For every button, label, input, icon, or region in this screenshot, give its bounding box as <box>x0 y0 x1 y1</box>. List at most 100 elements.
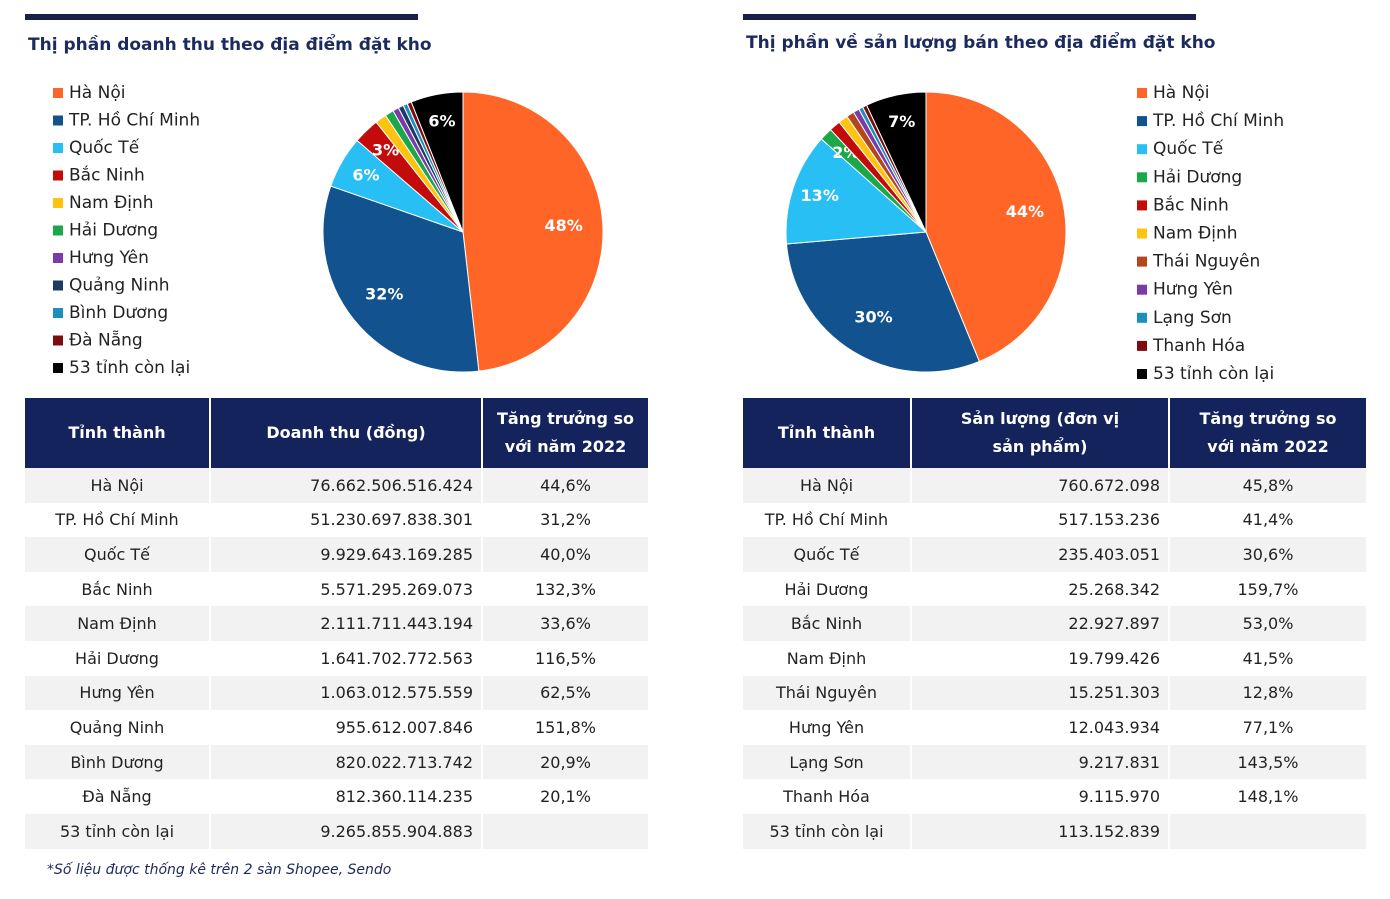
table-cell: 30,6% <box>1242 544 1294 564</box>
legend-label: Bắc Ninh <box>69 165 145 186</box>
header-cell: Tăng trưởng so với năm 2022 <box>1170 398 1366 468</box>
legend-swatch <box>1137 369 1147 379</box>
pie-slice <box>925 91 1067 363</box>
table-row: Nam Định 19.799.426 41,5% <box>743 640 1366 676</box>
table-cell: 159,7% <box>1237 579 1299 599</box>
table-cell: TP. Hồ Chí Minh <box>743 502 912 538</box>
table-cell: 40,0% <box>540 544 591 564</box>
table-cell: Hưng Yên <box>743 710 912 745</box>
data-label: 13% <box>801 186 839 205</box>
legend-swatch <box>53 335 63 346</box>
table-cell: 41,4% <box>1242 510 1294 530</box>
table-cell: 53 tỉnh còn lại <box>25 813 211 849</box>
data-label: 6% <box>428 111 455 130</box>
table-row: Quảng Ninh 955.612.007.846 151,8% <box>25 710 648 745</box>
table-cell: 51.230.697.838.301 <box>211 502 483 538</box>
table-cell: 517.153.236 <box>912 502 1170 538</box>
legend-label: 53 tỉnh còn lại <box>69 358 190 378</box>
legend-label: TP. Hồ Chí Minh <box>68 110 200 131</box>
table-cell: Hải Dương <box>25 640 211 676</box>
table-cell: 76.662.506.516.424 <box>211 468 483 503</box>
table-cell: 62,5% <box>540 683 591 703</box>
legend-swatch <box>1137 200 1147 211</box>
table-cell: 148,1% <box>1237 787 1299 807</box>
table-cell: Quốc Tế <box>743 537 912 572</box>
table-row: Nam Định 2.111.711.443.194 33,6% <box>25 606 648 641</box>
legend-label: Nam Định <box>69 193 154 213</box>
table-cell: 820.022.713.742 <box>211 744 483 780</box>
data-label: 48% <box>544 216 582 235</box>
table-cell: 31,2% <box>540 510 591 530</box>
legend-label: Hà Nội <box>1153 83 1209 103</box>
table-cell: 9.217.831 <box>912 744 1170 780</box>
table-cell: 116,5% <box>534 648 596 668</box>
legend-swatch <box>1137 172 1147 183</box>
table-row: Hà Nội 76.662.506.516.424 44,6% <box>25 468 648 503</box>
table-cell: 77,1% <box>1242 717 1294 737</box>
header-cell: Tỉnh thành <box>25 398 211 468</box>
legend-swatch <box>1137 256 1147 267</box>
data-label: 44% <box>1006 202 1044 221</box>
legend-swatch <box>1137 88 1147 98</box>
header-text: Tỉnh thành <box>68 423 166 442</box>
legend-swatch <box>53 225 63 236</box>
legend-swatch <box>53 115 63 126</box>
table-row: Thái Nguyên 15.251.303 12,8% <box>743 675 1366 711</box>
footnote: *Số liệu được thống kê trên 2 sàn Shopee… <box>47 862 392 878</box>
table-cell: 760.672.098 <box>912 468 1170 503</box>
data-label: 6% <box>352 166 379 185</box>
table-row: Lạng Sơn 9.217.831 143,5% <box>743 744 1366 780</box>
table-row: Hưng Yên 12.043.934 77,1% <box>743 710 1366 745</box>
table-cell: 812.360.114.235 <box>211 779 483 814</box>
table-cell: 15.251.303 <box>912 675 1170 711</box>
legend-label: Bắc Ninh <box>1153 194 1229 215</box>
legend-label: TP. Hồ Chí Minh <box>1152 110 1284 131</box>
legend-label: Hải Dương <box>1153 167 1242 187</box>
table-cell: 955.612.007.846 <box>211 710 483 745</box>
table-cell: 2.111.711.443.194 <box>211 606 483 641</box>
pie-slice <box>322 185 480 373</box>
title-bar <box>25 14 418 20</box>
header-text: Sản lượng (đơn vị sản phẩm) <box>960 409 1120 456</box>
table: Tỉnh thành Sản lượng (đơn vị sản phẩm) Tăn… <box>743 398 1366 849</box>
table-cell: 44,6% <box>540 475 591 495</box>
table-cell: 33,6% <box>540 614 591 634</box>
table-cell: Quốc Tế <box>25 537 211 572</box>
legend-label: Hải Dương <box>69 221 158 241</box>
table-cell: 12,8% <box>1242 683 1294 703</box>
legend-swatch <box>1137 144 1147 155</box>
header-cell: Tỉnh thành <box>743 398 912 468</box>
table-cell: 20,9% <box>540 752 591 772</box>
table-cell: Hà Nội <box>25 468 211 503</box>
table-row: Thanh Hóa 9.115.970 148,1% <box>743 779 1366 814</box>
header-text: Doanh thu (đồng) <box>266 423 426 442</box>
legend-swatch <box>53 280 63 291</box>
legend-swatch <box>1137 340 1147 351</box>
table-cell: Bình Dương <box>25 744 211 780</box>
table-cell: TP. Hồ Chí Minh <box>25 502 211 538</box>
table-row: Đà Nẵng 812.360.114.235 20,1% <box>25 779 648 814</box>
table-cell: 19.799.426 <box>912 640 1170 676</box>
legend-swatch <box>53 363 63 373</box>
chart-title: Thị phần về sản lượng bán theo địa điểm … <box>746 31 1215 53</box>
table-cell: Quảng Ninh <box>25 710 211 745</box>
legend-swatch <box>53 198 63 208</box>
table-row: Quốc Tế 9.929.643.169.285 40,0% <box>25 537 648 572</box>
table-row: Bình Dương 820.022.713.742 20,9% <box>25 744 648 780</box>
table-cell: Bắc Ninh <box>25 571 211 607</box>
table-row: Quốc Tế 235.403.051 30,6% <box>743 537 1366 572</box>
table-cell: 20,1% <box>540 787 591 807</box>
table-cell: Hải Dương <box>743 571 912 607</box>
table-cell: 235.403.051 <box>912 537 1170 572</box>
table-cell: 9.115.970 <box>912 779 1170 814</box>
table-cell: 1.063.012.575.559 <box>211 675 483 711</box>
legend-label: Thanh Hóa <box>1152 336 1245 356</box>
table-cell: Hưng Yên <box>25 675 211 711</box>
table-row: TP. Hồ Chí Minh 51.230.697.838.301 31,2% <box>25 502 648 538</box>
table-row: Hải Dương 25.268.342 159,7% <box>743 571 1366 607</box>
header-text: Tỉnh thành <box>777 423 876 442</box>
table-cell: Thái Nguyên <box>743 675 912 711</box>
table-cell: 9.265.855.904.883 <box>211 813 483 849</box>
